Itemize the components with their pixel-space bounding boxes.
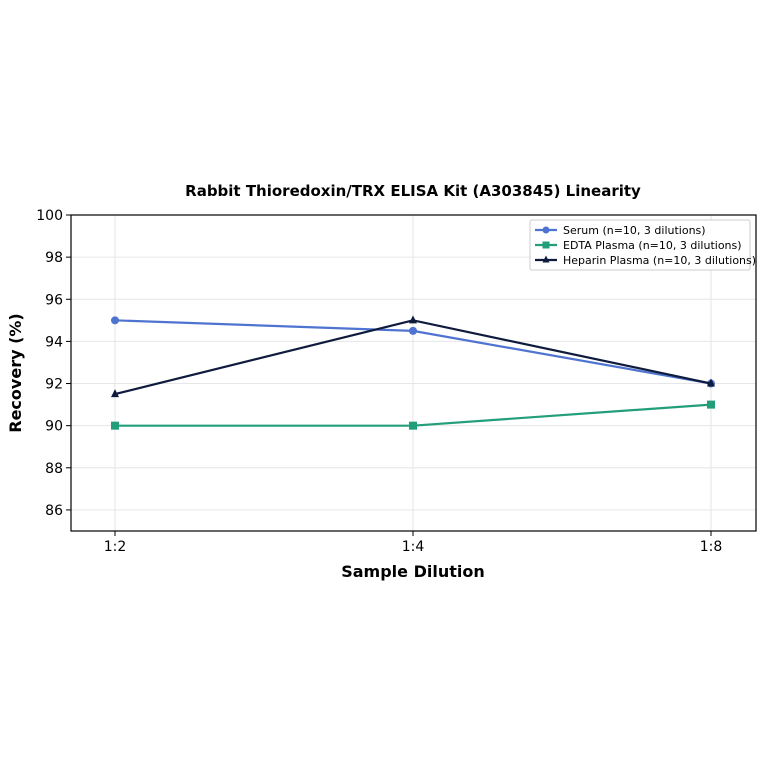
- legend-label: EDTA Plasma (n=10, 3 dilutions): [563, 239, 742, 252]
- data-point: [707, 378, 715, 387]
- data-point: [409, 315, 417, 324]
- y-tick-label: 98: [45, 250, 63, 266]
- legend-label: Heparin Plasma (n=10, 3 dilutions): [563, 254, 756, 267]
- y-tick-label: 88: [45, 461, 63, 477]
- axis-ticks: 86 88 90 92 94 96 98 100 1:2 1:4 1:8: [36, 208, 722, 555]
- chart-title: Rabbit Thioredoxin/TRX ELISA Kit (A30384…: [185, 182, 641, 200]
- y-tick-label: 100: [36, 208, 63, 224]
- series-layer: [111, 315, 715, 430]
- y-tick-label: 90: [45, 419, 63, 435]
- legend-marker: [542, 241, 550, 249]
- data-point: [111, 316, 119, 325]
- legend-box: [529, 219, 751, 271]
- legend-marker: [542, 255, 550, 263]
- data-point: [409, 326, 417, 335]
- y-axis-label: Recovery (%): [6, 313, 25, 432]
- x-tick-label: 1:2: [104, 539, 127, 555]
- x-axis-label: Sample Dilution: [341, 562, 485, 581]
- y-tick-label: 92: [45, 377, 63, 393]
- data-point: [707, 400, 715, 409]
- data-point: [111, 389, 119, 398]
- legend: Serum (n=10, 3 dilutions) EDTA Plasma (n=…: [529, 219, 756, 271]
- data-point: [409, 421, 417, 430]
- legend-label: Serum (n=10, 3 dilutions): [563, 224, 706, 237]
- legend-marker: [542, 226, 550, 234]
- y-tick-label: 86: [45, 503, 63, 519]
- y-tick-label: 96: [45, 292, 63, 308]
- y-tick-label: 94: [45, 334, 63, 350]
- data-point: [111, 421, 119, 430]
- x-tick-label: 1:8: [700, 539, 723, 555]
- x-tick-label: 1:4: [402, 539, 425, 555]
